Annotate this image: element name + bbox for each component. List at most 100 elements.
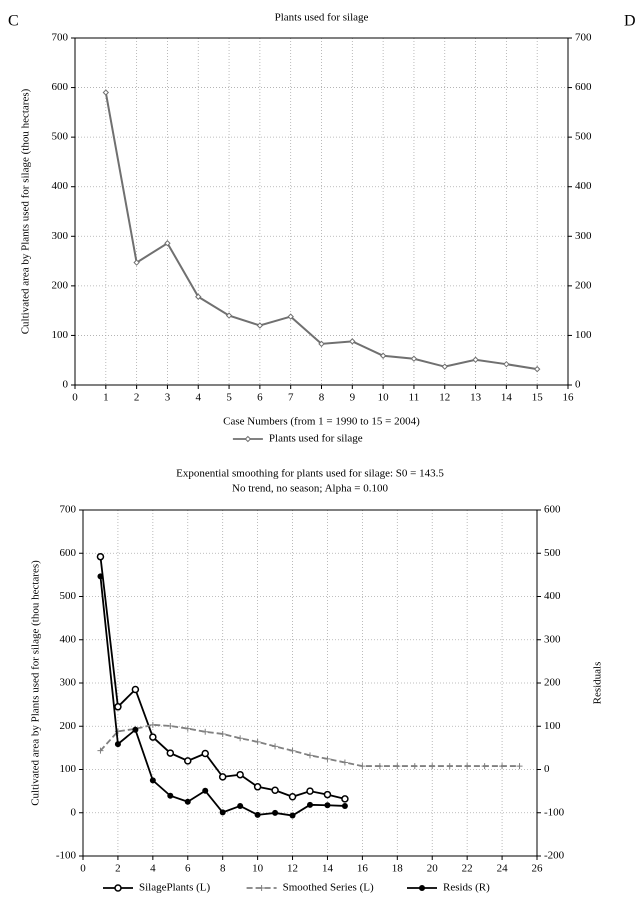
marker: [218, 773, 227, 781]
marker: [472, 356, 479, 363]
marker: [202, 787, 209, 794]
marker: [102, 89, 110, 96]
marker: [97, 747, 104, 754]
y2-tick-label: 500: [575, 131, 592, 143]
marker: [254, 811, 261, 818]
chart-title: Plants used for silage: [275, 12, 369, 24]
y2-axis-label: Residuals: [592, 662, 604, 705]
x-tick-label: 7: [288, 392, 294, 404]
legend-marker: [114, 884, 122, 892]
y2-tick-label: 300: [575, 230, 592, 242]
y-tick-label: 100: [52, 329, 69, 341]
y-tick-label: 200: [52, 279, 69, 291]
x-tick-label: 11: [409, 392, 420, 404]
y-tick-label: 500: [60, 590, 77, 602]
marker: [359, 763, 366, 770]
chart-subtitle: No trend, no season; Alpha = 0.100: [232, 483, 388, 495]
marker: [289, 747, 296, 754]
marker: [114, 741, 121, 748]
x-tick-label: 6: [257, 392, 263, 404]
y-tick-label: 400: [60, 633, 77, 645]
marker: [167, 722, 174, 729]
marker: [132, 726, 139, 733]
marker: [446, 763, 453, 770]
y-tick-label: 0: [71, 806, 77, 818]
marker: [195, 293, 202, 300]
marker: [307, 801, 313, 808]
marker: [272, 743, 279, 750]
y-tick-label: 100: [60, 763, 77, 775]
marker: [287, 313, 294, 320]
x-tick-label: 15: [532, 392, 544, 404]
x-tick-label: 2: [134, 392, 140, 404]
legend-marker: [419, 885, 425, 891]
marker: [184, 798, 191, 805]
marker: [237, 735, 244, 742]
marker: [394, 763, 401, 770]
marker: [97, 573, 104, 580]
y-tick-label: 0: [63, 379, 69, 391]
marker: [219, 730, 226, 737]
x-tick-label: 9: [350, 392, 356, 404]
marker: [481, 763, 488, 770]
marker: [516, 763, 523, 770]
marker: [236, 770, 244, 779]
y2-tick-label: 600: [575, 81, 592, 93]
marker: [289, 812, 296, 819]
marker: [306, 787, 314, 795]
marker: [464, 763, 471, 770]
panel-label: D: [624, 13, 636, 30]
x-tick-label: 26: [532, 863, 544, 875]
marker: [149, 721, 156, 728]
marker: [379, 352, 387, 359]
plot-frame: [74, 37, 569, 386]
x-tick-label: 16: [563, 392, 575, 404]
x-tick-label: 10: [252, 863, 264, 875]
marker: [307, 752, 313, 759]
y2-tick-label: 0: [575, 379, 581, 391]
x-tick-label: 2: [115, 863, 121, 875]
y2-tick-label: 200: [575, 279, 592, 291]
chart-title: Exponential smoothing for plants used fo…: [176, 468, 444, 480]
y-tick-label: 400: [52, 180, 69, 192]
marker: [499, 763, 506, 770]
marker: [341, 759, 348, 766]
marker: [376, 763, 383, 770]
y-tick-label: 300: [52, 230, 69, 242]
x-tick-label: 8: [220, 863, 226, 875]
x-tick-label: 12: [439, 392, 450, 404]
x-tick-label: 13: [470, 392, 482, 404]
x-tick-label: 14: [322, 863, 334, 875]
y2-tick-label: 0: [544, 763, 550, 775]
y2-tick-label: 500: [544, 547, 561, 559]
x-tick-label: 18: [392, 863, 404, 875]
legend-marker: [244, 435, 252, 443]
x-axis-label: Case Numbers (from 1 = 1990 to 15 = 2004…: [223, 416, 420, 428]
y-tick-label: -100: [56, 850, 77, 862]
marker: [288, 792, 297, 801]
x-tick-label: 8: [319, 392, 325, 404]
x-tick-label: 16: [357, 863, 369, 875]
x-tick-label: 6: [185, 863, 191, 875]
y-tick-label: 200: [60, 720, 77, 732]
legend-label: Plants used for silage: [269, 433, 363, 445]
marker: [318, 340, 325, 348]
marker: [149, 733, 157, 741]
marker: [272, 809, 279, 816]
y2-tick-label: 600: [544, 504, 561, 516]
y-tick-label: 700: [52, 32, 69, 44]
y2-tick-label: 400: [575, 180, 592, 192]
marker: [149, 777, 156, 784]
marker: [324, 755, 331, 762]
marker: [533, 365, 541, 373]
x-tick-label: 20: [427, 863, 439, 875]
y2-tick-label: 100: [575, 329, 592, 341]
x-tick-label: 12: [287, 863, 298, 875]
x-tick-label: 0: [80, 863, 86, 875]
marker: [429, 763, 436, 770]
x-tick-label: 14: [501, 392, 513, 404]
marker: [341, 802, 348, 809]
x-tick-label: 22: [462, 863, 473, 875]
